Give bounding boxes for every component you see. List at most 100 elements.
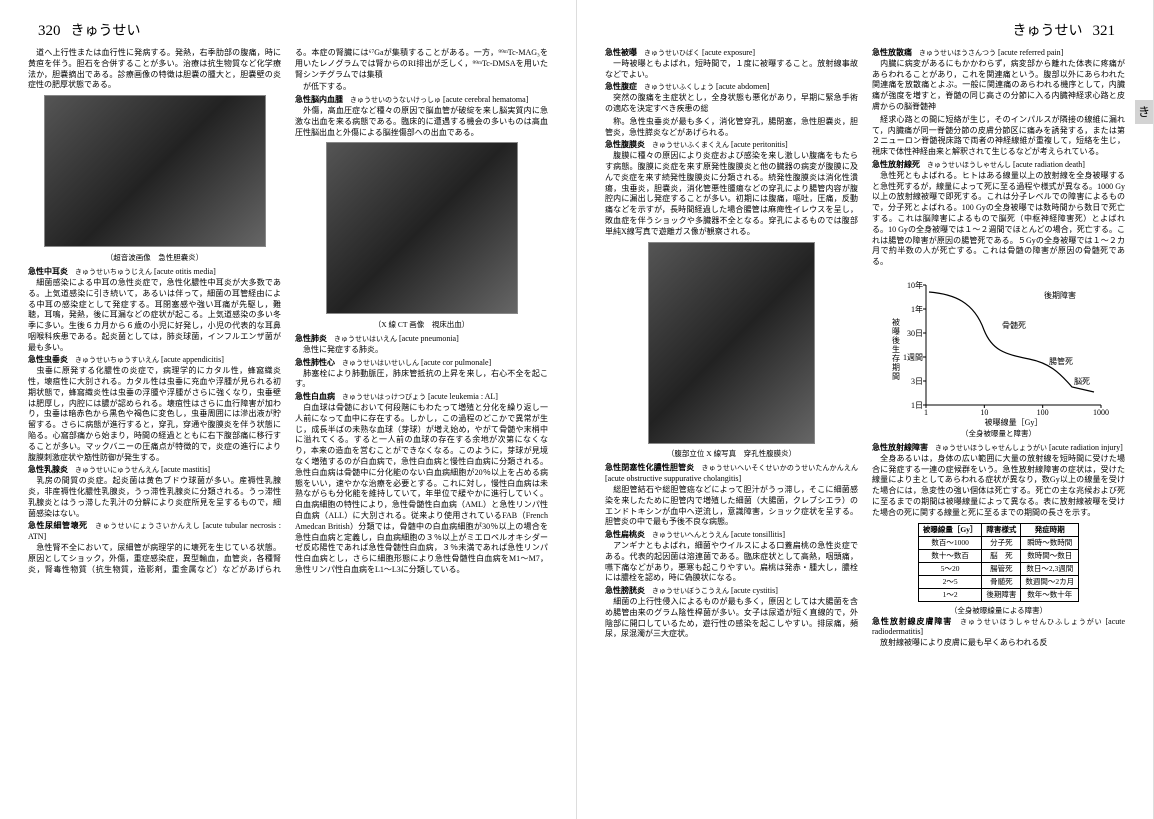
entry-english: [acute abdomen] bbox=[714, 82, 770, 91]
guide-word-left: きゅうせい bbox=[71, 20, 141, 40]
entry-body: 放射線被曝により皮膚に最も早くあらわれる反 bbox=[872, 638, 1047, 647]
entry-title: 急性尿細管壊死 bbox=[28, 521, 88, 530]
dose-table: 被曝線量［Gy］障害様式発症時期数百～1000分子死瞬時～数時間数十～数百脳 死… bbox=[918, 523, 1079, 603]
entry-english: [acute otitis media] bbox=[152, 267, 216, 276]
page-number-right: 321 bbox=[1093, 23, 1116, 40]
survival-chart: 1日3日1週間30日1年10年1101001000後期障害骨髄死腸管死脳死被曝後… bbox=[872, 272, 1125, 439]
svg-text:1000: 1000 bbox=[1093, 408, 1109, 417]
table-cell: 数時間～数日 bbox=[1021, 549, 1079, 562]
entry-body: 経求心路との間に短絡が生じ，そのインパルスが隣接の線維に漏れて，内臓痛が同一脊髄… bbox=[872, 115, 1125, 156]
entry: 急性放散痛 きゅうせいほうさんつう [acute referred pain] … bbox=[872, 48, 1125, 113]
entry-english: [acute referred pain] bbox=[996, 48, 1063, 57]
entry: が低下する。 bbox=[295, 82, 548, 93]
entry-english: [acute cystitis] bbox=[729, 586, 778, 595]
svg-text:10年: 10年 bbox=[907, 280, 923, 290]
entry: 急性腹症 きゅうせいふくしょう [acute abdomen] 突然の腹痛を主症… bbox=[605, 82, 858, 114]
entry: 経求心路との間に短絡が生じ，そのインパルスが隣接の線維に漏れて，内臓痛が同一脊髄… bbox=[872, 115, 1125, 158]
entry-reading: きゅうせいほうさんつう bbox=[912, 49, 996, 57]
medical-image bbox=[326, 142, 518, 314]
svg-text:脳死: 脳死 bbox=[1074, 376, 1090, 386]
entry-body: 道へ上行性または血行性に発病する。発熱，右季肋部の腹痛，時に黄疸を伴う。胆石を合… bbox=[28, 48, 281, 89]
entry-reading: きゅうせいふくまくえん bbox=[645, 141, 729, 149]
entry-reading: きゅうせいはいせいしん bbox=[335, 359, 419, 367]
entry: 称。急性虫垂炎が最も多く，消化管穿孔，腸閉塞，急性胆嚢炎，胆管炎，急性膵炎などが… bbox=[605, 117, 858, 139]
svg-text:1: 1 bbox=[924, 408, 928, 417]
entry-title: 急性脳内血腫 bbox=[295, 95, 343, 104]
svg-text:被曝線量［Gy］: 被曝線量［Gy］ bbox=[984, 417, 1042, 427]
table-cell: 1～2 bbox=[918, 589, 982, 602]
entry-english: [acute peritonitis] bbox=[729, 140, 788, 149]
table-row: 1～2後期障害数年～数十年 bbox=[918, 589, 1078, 602]
entry-reading: きゅうせいのうないけっしゅ bbox=[343, 96, 441, 104]
entry: 急性閉塞性化膿性胆管炎 きゅうせいへいそくせいかのうせいたんかんえん [acut… bbox=[605, 463, 858, 528]
entry: 急性乳腺炎 きゅうせいにゅうせんえん [acute mastitis] 乳房の間… bbox=[28, 465, 281, 519]
medical-image bbox=[648, 242, 815, 444]
entry-title: 急性放射線皮膚障害 bbox=[872, 617, 952, 626]
table-caption: （全身被曝線量による障害） bbox=[872, 606, 1125, 616]
figure: （腹部立位 X 線写真 穿孔性腹膜炎） bbox=[605, 242, 858, 460]
entry: 急性放射線死 きゅうせいほうしゃせんし [acute radiation dea… bbox=[872, 160, 1125, 268]
table-cell: 数日～2,3週間 bbox=[1021, 563, 1079, 576]
entry-title: 急性放散痛 bbox=[872, 48, 912, 57]
entry-title: 急性中耳炎 bbox=[28, 267, 68, 276]
entry-body: 外傷，高血圧症など種々の原因で脳血管が破綻を来し脳実質内に急激な出血を来る病態で… bbox=[295, 106, 548, 137]
svg-text:腸管死: 腸管死 bbox=[1049, 356, 1073, 366]
table-cell: 分子死 bbox=[982, 536, 1021, 549]
table-row: 数十～数百脳 死数時間～数日 bbox=[918, 549, 1078, 562]
entry-reading: きゅうせいへんとうえん bbox=[645, 531, 729, 539]
entry-english: [acute appendicitis] bbox=[159, 355, 224, 364]
medical-image bbox=[44, 95, 266, 247]
table-cell: 骨髄死 bbox=[982, 576, 1021, 589]
svg-text:3日: 3日 bbox=[911, 377, 923, 386]
entry-reading: きゅうせいはいえん bbox=[327, 335, 397, 343]
entry-title: 急性乳腺炎 bbox=[28, 465, 68, 474]
entry: 急性肺性心 きゅうせいはいせいしん [acute cor pulmonale] … bbox=[295, 358, 548, 390]
entry: 急性肺炎 きゅうせいはいえん [acute pneumonia] 急性に発症する… bbox=[295, 334, 548, 356]
table-cell: 数年～数十年 bbox=[1021, 589, 1079, 602]
table-row: 5～20腸管死数日～2,3週間 bbox=[918, 563, 1078, 576]
entry-title: 急性放射線障害 bbox=[872, 443, 928, 452]
entry-title: 急性虫垂炎 bbox=[28, 355, 68, 364]
figure: （X 線 CT 画像 視床出血） bbox=[295, 142, 548, 330]
entry-english: [acute mastitis] bbox=[159, 465, 210, 474]
entry: 急性腹膜炎 きゅうせいふくまくえん [acute peritonitis] 腹膜… bbox=[605, 140, 858, 237]
table-cell: 脳 死 bbox=[982, 549, 1021, 562]
header-left: 320 きゅうせい bbox=[28, 20, 548, 40]
entry-body: 虫垂に原発する化膿性の炎症で，病理学的にカタル性，蜂窩織炎性，壊疽性に大別される… bbox=[28, 366, 281, 461]
index-tab: き bbox=[1135, 100, 1153, 124]
entry-reading: きゅうせいふくしょう bbox=[637, 83, 714, 91]
entry-title: 急性閉塞性化膿性胆管炎 bbox=[605, 463, 694, 472]
guide-word-right: きゅうせい bbox=[1013, 20, 1083, 40]
svg-text:1週間: 1週間 bbox=[903, 353, 923, 362]
table-header: 障害様式 bbox=[982, 523, 1021, 536]
entry-reading: きゅうせいぼうこうえん bbox=[645, 587, 729, 595]
page-left: 320 きゅうせい 道へ上行性または血行性に発病する。発熱，右季肋部の腹痛，時に… bbox=[0, 0, 577, 819]
entry-english: [acute radiation injury] bbox=[1047, 443, 1123, 452]
entry-title: 急性腹症 bbox=[605, 82, 637, 91]
entry-reading: きゅうせいちゅうすいえん bbox=[68, 356, 159, 364]
table-header: 被曝線量［Gy］ bbox=[918, 523, 982, 536]
figure-caption: （腹部立位 X 線写真 穿孔性腹膜炎） bbox=[605, 449, 858, 459]
entry-body: 内臓に病変があるにもかかわらず，病変部から離れた体表に疼痛があらわれることがあり… bbox=[872, 59, 1125, 111]
entry-body: 突然の腹痛を主症状とし，全身状態も悪化があり，早期に緊急手術の適応を決定すべき疾… bbox=[605, 93, 858, 113]
entry-body: が低下する。 bbox=[295, 82, 351, 91]
entry-title: 急性被曝 bbox=[605, 48, 637, 57]
table-row: 2～5骨髄死数週間～2カ月 bbox=[918, 576, 1078, 589]
figure: （超音波画像 急性胆嚢炎） bbox=[28, 95, 281, 263]
entry-body: 総胆管結石や総胆管癌などによって胆汁がうっ滞し，そこに細菌感染を来したために胆管… bbox=[605, 485, 858, 526]
entry-body: 急性に発症する肺炎。 bbox=[295, 345, 383, 354]
entry-body: 称。急性虫垂炎が最も多く，消化管穿孔，腸閉塞，急性胆嚢炎，胆管炎，急性膵炎などが… bbox=[605, 117, 858, 137]
table-cell: 腸管死 bbox=[982, 563, 1021, 576]
entry-body: 細菌の上行性侵入によるものが最も多く，原因としては大腸菌を含め腸管由来のグラム陰… bbox=[605, 597, 858, 638]
right-columns: 急性被曝 きゅうせいひばく [acute exposure] 一時被曝ともよばれ… bbox=[605, 48, 1125, 649]
table-cell: 数百～1000 bbox=[918, 536, 982, 549]
entry-title: 急性白血病 bbox=[295, 392, 335, 401]
page-right: き きゅうせい 321 急性被曝 きゅうせいひばく [acute exposur… bbox=[577, 0, 1154, 819]
entry: 急性虫垂炎 きゅうせいちゅうすいえん [acute appendicitis] … bbox=[28, 355, 281, 463]
dose-table-wrap: 被曝線量［Gy］障害様式発症時期数百～1000分子死瞬時～数時間数十～数百脳 死… bbox=[872, 523, 1125, 617]
entry-reading: きゅうせいにょうさいかんえし bbox=[88, 522, 201, 530]
entry-reading: きゅうせいにゅうせんえん bbox=[68, 466, 159, 474]
svg-text:骨髄死: 骨髄死 bbox=[1002, 320, 1026, 330]
entry-english: [acute cor pulmonale] bbox=[419, 358, 491, 367]
svg-text:1年: 1年 bbox=[911, 304, 923, 314]
